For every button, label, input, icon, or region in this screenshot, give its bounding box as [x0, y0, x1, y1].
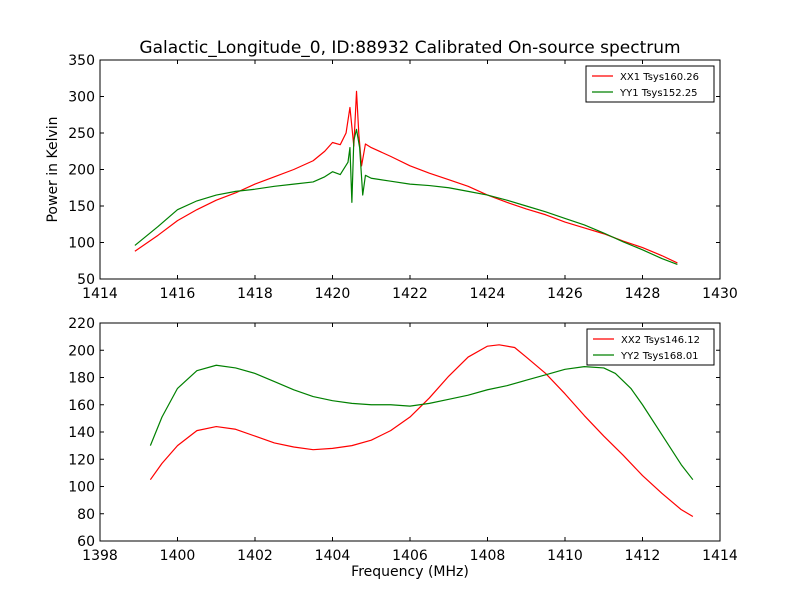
plot-top-x-tick-label: 1426 — [547, 286, 583, 302]
plot-top-legend-label-2: YY1 Tsys152.25 — [619, 88, 698, 99]
plot-top-y-tick-label: 200 — [68, 163, 95, 179]
plot-top-x-tick-label: 1430 — [702, 286, 738, 302]
plot-bottom-y-tick-label: 100 — [68, 480, 95, 496]
plot-bottom-series-2-line — [149, 364, 694, 481]
plot-bottom-y-tick-label: 60 — [77, 534, 95, 550]
plot-top-x-tick-label: 1414 — [82, 286, 118, 302]
plot-bottom-x-tick-label: 1404 — [315, 548, 351, 564]
plot-bottom-legend-label-2: YY2 Tsys168.01 — [620, 351, 699, 362]
plot-top-x-tick-label: 1420 — [315, 286, 351, 302]
plot-top-x-tick-label: 1416 — [160, 286, 196, 302]
plot-top-series-2-line — [134, 128, 678, 265]
plot-top-y-tick-label: 300 — [68, 90, 95, 106]
plot-top-y-tick-label: 100 — [68, 236, 95, 252]
plot-top-x-tick-label: 1424 — [470, 286, 506, 302]
plot-top-y-tick-label: 250 — [68, 126, 95, 142]
plot-top: Power in Kelvin 1414 1416 1418 1420 1422 1424… — [45, 53, 738, 302]
plot-bottom-x-tick-label: 1402 — [237, 548, 273, 564]
plot-bottom-x-tick-label: 1408 — [470, 548, 506, 564]
plot-top-x-tick-label: 1428 — [625, 286, 661, 302]
plot-bottom-legend-label-1: XX2 Tsys146.12 — [621, 335, 700, 346]
plot-bottom-series-1-line — [149, 344, 694, 517]
plot-top-y-tick-label: 50 — [77, 272, 95, 288]
plot-bottom-x-tick-label: 1410 — [547, 548, 583, 564]
plot-bottom-legend-box — [586, 328, 715, 366]
plot-top-legend-label-1: XX1 Tsys160.26 — [620, 72, 699, 83]
plot-top-legend-box — [585, 65, 715, 103]
plot-top-series-1-line — [134, 90, 678, 264]
plot-top-y-tick-label: 150 — [68, 199, 95, 215]
plot-bottom-y-tick-label: 120 — [68, 452, 95, 468]
plot-bottom-x-tick-label: 1398 — [82, 548, 118, 564]
plot-bottom-y-tick-label: 200 — [68, 343, 95, 359]
plot-bottom-x-tick-label: 1414 — [702, 548, 738, 564]
x-axis-label: Frequency (MHz) — [351, 564, 469, 580]
plot-bottom-y-tick-label: 160 — [68, 398, 95, 414]
plot-bottom-x-tick-label: 1400 — [160, 548, 196, 564]
plot-bottom-y-tick-label: 140 — [68, 425, 95, 441]
plot-bottom-x-tick-label: 1406 — [392, 548, 428, 564]
plot-bottom-y-tick-label: 220 — [68, 316, 95, 332]
chart-title: Galactic_Longitude_0, ID:88932 Calibrate… — [139, 38, 680, 58]
plot-top-x-tick-label: 1422 — [392, 286, 428, 302]
plot-bottom-x-tick-label: 1412 — [625, 548, 661, 564]
plot-top-y-axis-label: Power in Kelvin — [45, 116, 61, 222]
plot-top-x-tick-label: 1418 — [237, 286, 273, 302]
plot-bottom: Frequency (MHz) 1398 1400 1402 1404 1406 1408… — [68, 316, 738, 580]
plot-bottom-y-tick-label: 180 — [68, 371, 95, 387]
plot-top-y-tick-label: 350 — [68, 53, 95, 69]
plot-bottom-y-tick-label: 80 — [77, 507, 95, 523]
